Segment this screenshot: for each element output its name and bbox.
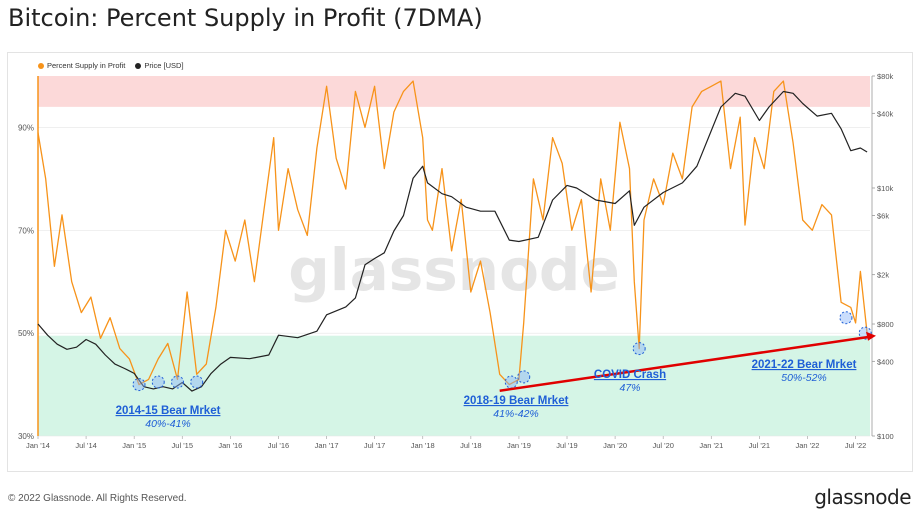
legend-item-price[interactable]: Price [USD] [135,61,184,70]
low-marker-circle [132,378,146,392]
low-marker-circle [632,342,646,356]
trend-arrow-line [499,335,871,392]
annotation-subtitle: 50%-52% [781,372,827,384]
y-right-tick-label: $400 [877,357,894,366]
y-right-tick-label: $40k [877,109,894,118]
y-right-tick-label: $80k [877,72,894,81]
chart-title: Bitcoin: Percent Supply in Profit (7DMA) [8,4,483,32]
y-right-tick-label: $2k [877,271,889,280]
y-right-tick-label: $100 [877,432,894,441]
annotation-subtitle: 47% [619,382,640,394]
x-tick-label: Jul '20 [652,441,673,450]
x-tick-label: Jan '20 [603,441,627,450]
legend: Percent Supply in Profit Price [USD] [38,61,184,70]
x-tick-label: Jan '22 [796,441,820,450]
y-right-tick-label: $6k [877,211,889,220]
annotation-subtitle: 41%-42% [493,408,539,420]
annotation-title: COVID Crash [594,369,666,381]
low-marker-circle [504,375,518,389]
annotation-title: 2014-15 Bear Mrket [116,405,221,417]
x-tick-label: Jan '21 [699,441,723,450]
annotation-title: 2021-22 Bear Mrket [752,359,857,371]
low-marker-circle [151,375,165,389]
x-tick-label: Jul '15 [172,441,193,450]
legend-item-profit[interactable]: Percent Supply in Profit [38,61,125,70]
x-tick-label: Jul '21 [749,441,770,450]
x-tick-label: Jan '15 [122,441,146,450]
x-tick-label: Jan '18 [411,441,435,450]
watermark: glassnode [288,236,620,304]
x-tick-label: Jul '22 [845,441,866,450]
x-tick-label: Jan '16 [218,441,242,450]
y-left-tick-label: 50% [18,329,34,338]
series-line-price [37,90,868,392]
legend-label-price: Price [USD] [144,61,184,70]
x-tick-label: Jul '17 [364,441,385,450]
legend-dot-profit [38,62,44,69]
brand-logo: glassnode [814,485,911,509]
low-marker-circle [839,311,853,325]
legend-dot-price [135,62,142,69]
y-left-tick-label: 90% [18,123,34,132]
y-right-tick-label: $800 [877,320,894,329]
annotation-title: 2018-19 Bear Mrket [464,395,569,407]
x-tick-label: Jul '18 [460,441,481,450]
x-tick-label: Jul '19 [556,441,577,450]
x-tick-label: Jan '19 [507,441,531,450]
legend-label-profit: Percent Supply in Profit [47,61,126,70]
upper-band [38,76,870,107]
trend-arrow-head [866,331,876,341]
y-left-tick-label: 70% [18,226,34,235]
low-marker-circle [517,370,531,384]
y-right-tick-label: $10k [877,184,894,193]
series-line-percent-supply-in-profit [37,80,868,386]
x-tick-label: Jan '14 [26,441,50,450]
x-tick-label: Jul '14 [75,441,96,450]
x-tick-label: Jan '17 [315,441,339,450]
annotation-subtitle: 40%-41% [145,418,191,430]
copyright-footer: © 2022 Glassnode. All Rights Reserved. [8,493,187,504]
low-marker-circle [190,375,204,389]
x-tick-label: Jul '16 [268,441,289,450]
y-left-tick-label: 30% [18,432,34,441]
low-marker-circle [170,375,184,389]
